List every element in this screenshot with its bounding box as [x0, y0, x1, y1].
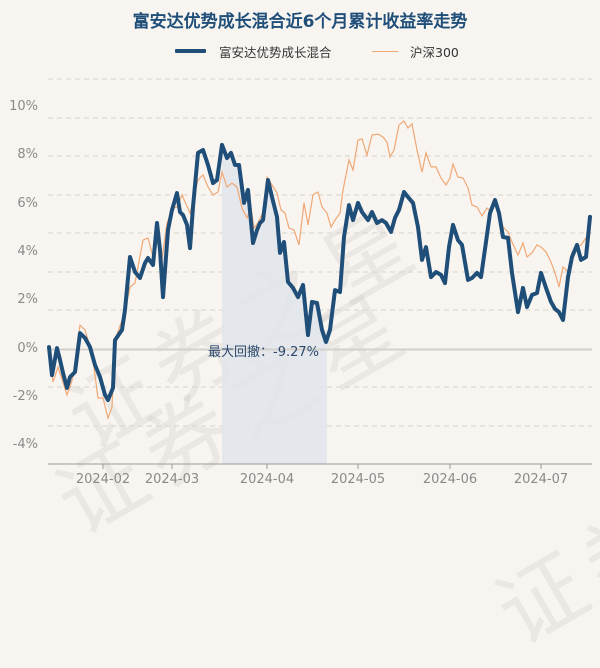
- y-tick-label: 4%: [17, 243, 38, 259]
- y-tick-label: 2%: [17, 292, 38, 308]
- x-axis-ticks: [102, 464, 542, 469]
- x-tick-label: 2024-07: [513, 472, 569, 487]
- y-tick-label: 6%: [17, 195, 38, 211]
- x-tick-label: 2024-05: [330, 472, 386, 487]
- legend: 富安达优势成长混合 沪深300: [0, 42, 600, 60]
- x-tick-label: 2024-06: [422, 472, 478, 487]
- legend-label-fund: 富安达优势成长混合: [219, 44, 332, 60]
- max-drawdown-area: [222, 144, 327, 464]
- y-tick-label: 10%: [9, 99, 38, 114]
- legend-item-hs300[interactable]: 沪深300: [372, 42, 459, 60]
- chart-title: 富安达优势成长混合近6个月累计收益率走势: [132, 12, 468, 32]
- x-tick-label: 2024-04: [239, 472, 295, 487]
- y-tick-label: 0%: [17, 340, 38, 356]
- legend-swatch-hs300: [372, 50, 398, 52]
- x-tick-label: 2024-03: [144, 472, 200, 487]
- chart-plot: [47, 78, 592, 469]
- y-tick-label: 8%: [17, 147, 38, 163]
- x-tick-label: 2024-02: [75, 472, 131, 487]
- fund-line: [47, 142, 592, 402]
- legend-swatch-fund: [175, 49, 206, 53]
- legend-label-hs300: 沪深300: [410, 44, 459, 60]
- y-tick-label: -4%: [12, 437, 38, 453]
- legend-item-fund[interactable]: 富安达优势成长混合: [175, 42, 332, 60]
- max-drawdown-label: 最大回撤：-9.27%: [208, 345, 319, 360]
- y-tick-label: -2%: [12, 388, 38, 404]
